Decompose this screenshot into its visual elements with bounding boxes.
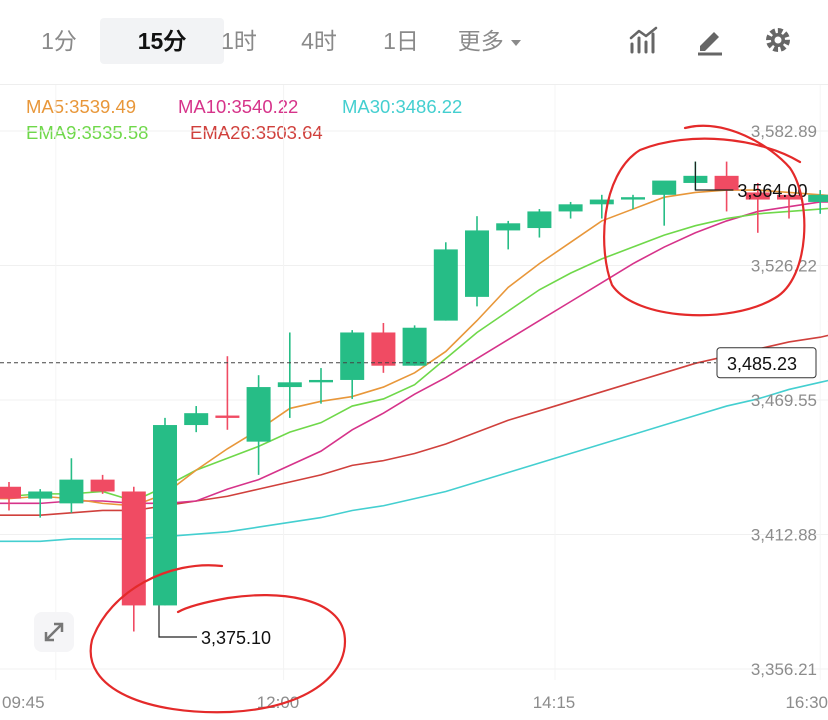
candle-body [465, 230, 489, 297]
x-tick-label: 09:45 [2, 693, 45, 712]
legend-ma10: MA10:3540.22 [178, 96, 299, 117]
y-tick-label: 3,526.22 [751, 257, 817, 276]
y-tick-label: 3,356.21 [751, 660, 817, 679]
legend-ma5: MA5:3539.49 [26, 96, 137, 117]
candle-body [777, 194, 801, 200]
draw-icon[interactable] [694, 24, 726, 56]
candle-body [0, 486, 21, 499]
y-tick-label: 3,469.55 [751, 391, 817, 410]
current-price-box [716, 347, 817, 379]
low-marker-line [158, 605, 197, 638]
y-tick-label: 3,412.88 [751, 526, 817, 545]
candle-body [340, 332, 365, 380]
high-marker-line [694, 161, 734, 191]
indicator-icon[interactable] [628, 24, 660, 56]
candle-body [527, 211, 552, 229]
candle-body [496, 223, 521, 231]
candle-body [153, 425, 177, 606]
candle-body [277, 382, 302, 388]
candle-body [371, 332, 396, 366]
low-marker-label: 3,375.10 [201, 628, 271, 648]
tab-1hour[interactable]: 1时 [221, 28, 257, 54]
settings-icon[interactable] [762, 24, 794, 56]
candle-body [714, 175, 739, 191]
legend-ema26: EMA26:3503.64 [190, 122, 323, 143]
current-price-label: 3,485.23 [727, 354, 797, 374]
candlestick-chart[interactable]: 3,485.23 3,582.89 3,526.22 3,469.55 3,412.88… [0, 85, 828, 720]
candle-body [558, 204, 583, 212]
expand-button[interactable] [34, 612, 74, 652]
tab-4hour[interactable]: 4时 [301, 28, 337, 54]
candle-body [90, 479, 115, 492]
expand-icon [44, 622, 64, 642]
annotation-circle-bottom [89, 564, 347, 714]
candle-body [621, 197, 645, 200]
candle-body [589, 199, 614, 205]
more-label: 更多 [457, 28, 504, 54]
tab-15min[interactable]: 15分 [100, 18, 224, 64]
tab-1day[interactable]: 1日 [383, 28, 419, 54]
candle-body [246, 387, 271, 442]
annotation-circle-top [603, 124, 806, 317]
candle-body [808, 194, 828, 202]
candle-body [59, 479, 84, 504]
candle-body [745, 192, 770, 200]
candle-body [402, 327, 427, 366]
high-marker-label: 3,564.00 [737, 181, 807, 201]
legend-ema9: EMA9:3535.58 [26, 122, 149, 143]
caret-down-icon [511, 39, 522, 46]
more-dropdown[interactable]: 更多 [452, 18, 528, 64]
candle-body [309, 379, 333, 383]
candle-body [121, 491, 146, 606]
candle-body [433, 249, 458, 321]
candle-body [652, 180, 677, 195]
candle-body [184, 413, 209, 426]
candle-body [28, 491, 53, 499]
x-tick-label: 16:30 [785, 693, 828, 712]
timeframe-toolbar: 1分 15分 1时 4时 1日 更多 [0, 0, 828, 85]
y-tick-label: 3,582.89 [751, 122, 817, 141]
tab-1min[interactable]: 1分 [41, 28, 77, 54]
legend-ma30: MA30:3486.22 [342, 96, 463, 117]
x-tick-label: 14:15 [533, 693, 576, 712]
candle-body [215, 415, 240, 418]
